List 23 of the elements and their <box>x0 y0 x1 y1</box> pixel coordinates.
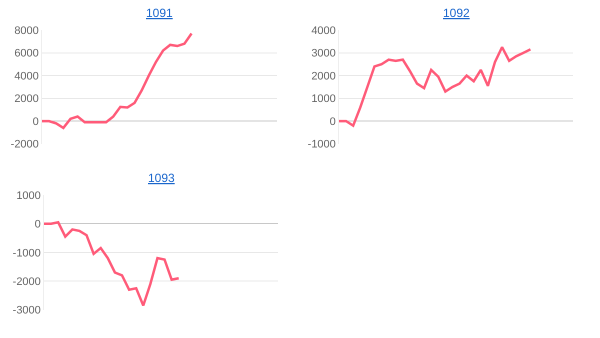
y-tick-label: 0 <box>34 218 41 231</box>
chart-title: 1091 <box>146 6 174 20</box>
y-tick-label: 2000 <box>311 70 336 82</box>
y-tick-label: 0 <box>32 116 39 128</box>
y-tick-label: -2000 <box>12 276 41 288</box>
y-tick-label: 1000 <box>16 190 41 202</box>
y-tick-label: -1000 <box>308 138 336 151</box>
y-tick-label: 4000 <box>311 24 336 37</box>
y-tick-label: 1000 <box>311 93 336 106</box>
y-tick-label: -2000 <box>10 138 39 151</box>
y-tick-label: 3000 <box>311 48 336 60</box>
chart-title: 1093 <box>148 171 176 185</box>
y-tick-label: -3000 <box>12 304 41 317</box>
y-tick-label: 6000 <box>14 48 39 60</box>
y-tick-label: 0 <box>330 116 336 128</box>
line-series <box>42 32 193 130</box>
y-tick-label: 8000 <box>14 24 39 37</box>
chart-title: 1092 <box>443 6 470 20</box>
line-series <box>44 221 180 307</box>
y-tick-label: 4000 <box>14 70 39 82</box>
line-series <box>339 46 532 127</box>
y-tick-label: 2000 <box>14 93 39 106</box>
y-tick-label: -1000 <box>12 247 41 260</box>
